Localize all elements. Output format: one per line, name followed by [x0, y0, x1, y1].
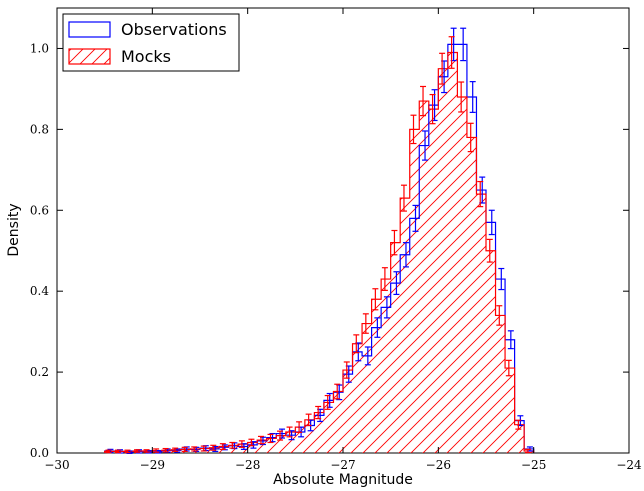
mocks-error-bar — [400, 184, 407, 212]
y-tick-label: 1.0 — [30, 41, 49, 55]
mocks-error-bar — [343, 361, 350, 379]
mocks-error-bar — [153, 448, 160, 453]
mocks-error-bar — [219, 443, 226, 450]
mocks-error-bar — [467, 122, 474, 153]
mocks-error-bar — [458, 81, 465, 113]
y-tick-label: 0.0 — [30, 446, 49, 460]
x-tick-label: −27 — [330, 458, 355, 472]
x-tick-label: −28 — [235, 458, 260, 472]
mocks-error-bar — [315, 405, 322, 420]
observations-error-bar — [412, 204, 419, 232]
mocks-error-bar — [191, 446, 198, 452]
x-tick-label: −26 — [426, 458, 451, 472]
mocks-error-bar — [267, 433, 274, 444]
observations-error-bar — [507, 330, 514, 350]
mocks-error-bar — [238, 440, 245, 448]
mocks-error-bar — [105, 449, 112, 454]
mocks-error-bar — [162, 447, 169, 453]
mocks-error-bar — [429, 93, 436, 125]
observations-error-bar — [469, 81, 476, 113]
mocks-error-bar — [362, 313, 369, 334]
mocks-error-bar — [257, 435, 264, 445]
observations-error-bar — [460, 27, 467, 62]
mocks-error-bar — [210, 444, 217, 451]
mocks-error-bars — [105, 36, 531, 454]
legend: Observations Mocks — [62, 13, 240, 72]
mocks-error-bar — [277, 430, 284, 441]
mocks-error-bar — [114, 449, 121, 454]
x-axis-title: Absolute Magnitude — [273, 472, 413, 488]
observations-error-bar — [374, 317, 381, 338]
observations-error-bar — [402, 242, 409, 268]
mocks-error-bar — [181, 446, 188, 452]
x-tick-label: −25 — [521, 458, 546, 472]
legend-swatch-mocks — [68, 48, 111, 65]
y-tick-label: 0.2 — [30, 365, 49, 379]
mocks-error-bar — [515, 419, 522, 430]
mocks-error-bar — [381, 267, 388, 291]
mocks-error-bar — [391, 229, 398, 256]
observations-error-bar — [498, 267, 505, 291]
tick-labels: −30 −29 −28 −27 −26 −25 −24 0.0 0.2 0.4 0.6 0.8 1.0 — [30, 41, 642, 472]
mocks-error-bar — [334, 383, 341, 400]
mocks-error-bar — [200, 445, 207, 452]
mocks-error-bar — [248, 438, 255, 447]
mocks-error-bar — [124, 449, 131, 454]
mocks-error-bar — [286, 426, 293, 438]
mocks-hatch-fill — [104, 52, 534, 453]
y-tick-label: 0.6 — [30, 203, 49, 217]
y-tick-label: 0.8 — [30, 122, 49, 136]
mocks-error-bar — [172, 447, 179, 452]
legend-label-mocks: Mocks — [121, 47, 171, 66]
mocks-error-bar — [477, 180, 484, 208]
y-tick-label: 0.4 — [30, 284, 49, 298]
legend-swatch-observations — [68, 21, 111, 38]
mocks-error-bar — [410, 114, 417, 145]
legend-label-observations: Observations — [121, 20, 227, 39]
observations-error-bar — [422, 130, 429, 161]
mocks-error-bar — [524, 448, 531, 454]
mocks-error-bar — [496, 305, 503, 326]
mocks-error-bar — [505, 359, 512, 377]
observations-error-bar — [488, 209, 495, 236]
mocks-hatched-area — [104, 52, 534, 453]
y-axis-title: Density — [6, 203, 22, 256]
mocks-error-bar — [448, 36, 455, 69]
mocks-error-bar — [372, 288, 379, 311]
mocks-error-bar — [486, 238, 493, 263]
mocks-error-bar — [439, 52, 446, 85]
mocks-error-bar — [420, 85, 427, 117]
mocks-error-bar — [134, 449, 141, 453]
x-tick-label: −30 — [44, 458, 69, 472]
axis-ticks — [56, 8, 630, 454]
mocks-error-bar — [143, 449, 150, 453]
observations-error-bar — [383, 296, 390, 319]
x-tick-label: −29 — [140, 458, 165, 472]
observations-error-bar — [364, 346, 371, 366]
mocks-error-bar — [353, 334, 360, 354]
mocks-error-bar — [305, 413, 312, 427]
observations-error-bar — [393, 271, 400, 296]
x-tick-label: −24 — [616, 458, 642, 472]
mocks-error-bar — [229, 441, 236, 449]
mocks-error-bar — [324, 394, 331, 410]
mocks-error-bar — [296, 421, 303, 433]
